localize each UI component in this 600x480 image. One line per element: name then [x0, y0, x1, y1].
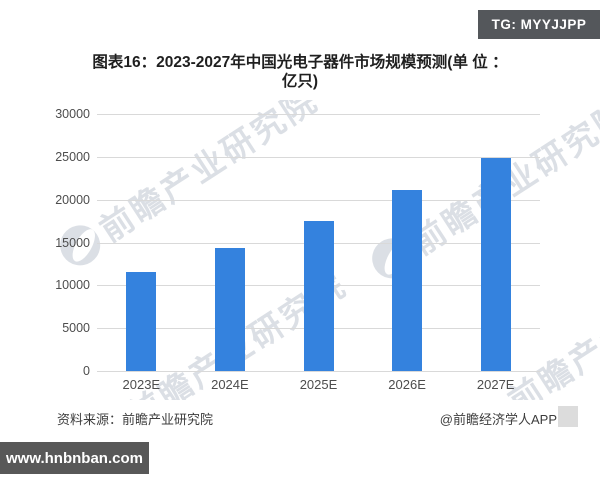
watermark-remnant — [558, 406, 578, 427]
y-axis-tick-label: 20000 — [55, 192, 90, 207]
gridline — [97, 156, 540, 158]
x-axis-tick-label: 2025E — [299, 377, 338, 392]
y-axis-tick-label: 15000 — [55, 235, 90, 250]
bar-chart: 前瞻产业研究院 前瞻产业研究院 前瞻产业研究院 前瞻产业研究院 05000100… — [40, 100, 600, 400]
x-axis-tick-label: 2026E — [388, 377, 426, 392]
gridline — [97, 114, 540, 115]
y-axis-tick-label: 10000 — [55, 278, 90, 293]
plot-area — [97, 114, 540, 372]
y-axis-tick-label: 30000 — [55, 107, 90, 121]
x-axis-tick-label: 2024E — [211, 377, 249, 392]
y-axis-tick-label: 5000 — [62, 321, 90, 336]
chart-title: 图表16：2023-2027年中国光电子器件市场规模预测(单 位 ： 亿只) — [0, 53, 600, 91]
gridline — [97, 371, 540, 372]
chart-title-line2: 亿只) — [281, 73, 319, 90]
y-axis-tick-label: 0 — [83, 364, 90, 378]
tg-badge: TG: MYYJJPP — [478, 10, 600, 39]
source-text: 资料来源：前瞻产业研究院 — [57, 412, 214, 427]
bar-2025E — [304, 221, 334, 371]
bar-2024E — [215, 248, 245, 371]
bar-2027E — [481, 158, 511, 371]
x-axis-tick-label: 2027E — [476, 377, 515, 392]
credit-text: @前瞻经济学人APP — [439, 412, 557, 427]
gridline — [97, 199, 540, 201]
y-axis-tick-label: 25000 — [55, 149, 90, 164]
bar-2023E — [126, 272, 156, 371]
bar-2026E — [392, 190, 422, 371]
chart-title-line1: 图表16：2023-2027年中国光电子器件市场规模预测(单 位 ： — [92, 54, 508, 71]
site-watermark: www.hnbnban.com — [0, 442, 149, 474]
x-axis-tick-label: 2023E — [122, 377, 161, 392]
